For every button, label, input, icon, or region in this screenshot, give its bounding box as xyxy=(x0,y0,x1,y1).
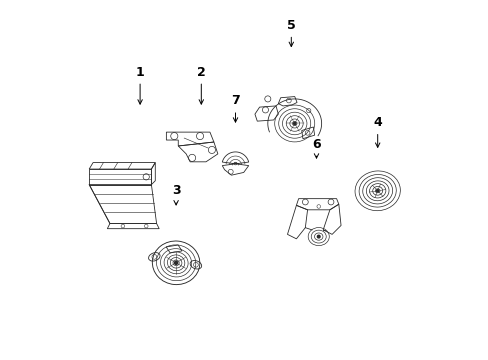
Text: 7: 7 xyxy=(231,94,240,122)
Circle shape xyxy=(174,261,177,264)
Text: 4: 4 xyxy=(372,116,381,147)
Text: 1: 1 xyxy=(136,66,144,104)
Text: 2: 2 xyxy=(197,66,205,104)
Text: 6: 6 xyxy=(311,138,320,158)
Circle shape xyxy=(317,235,320,238)
Text: 5: 5 xyxy=(286,19,295,46)
Circle shape xyxy=(376,190,378,192)
Circle shape xyxy=(293,122,295,125)
Text: 3: 3 xyxy=(171,184,180,205)
